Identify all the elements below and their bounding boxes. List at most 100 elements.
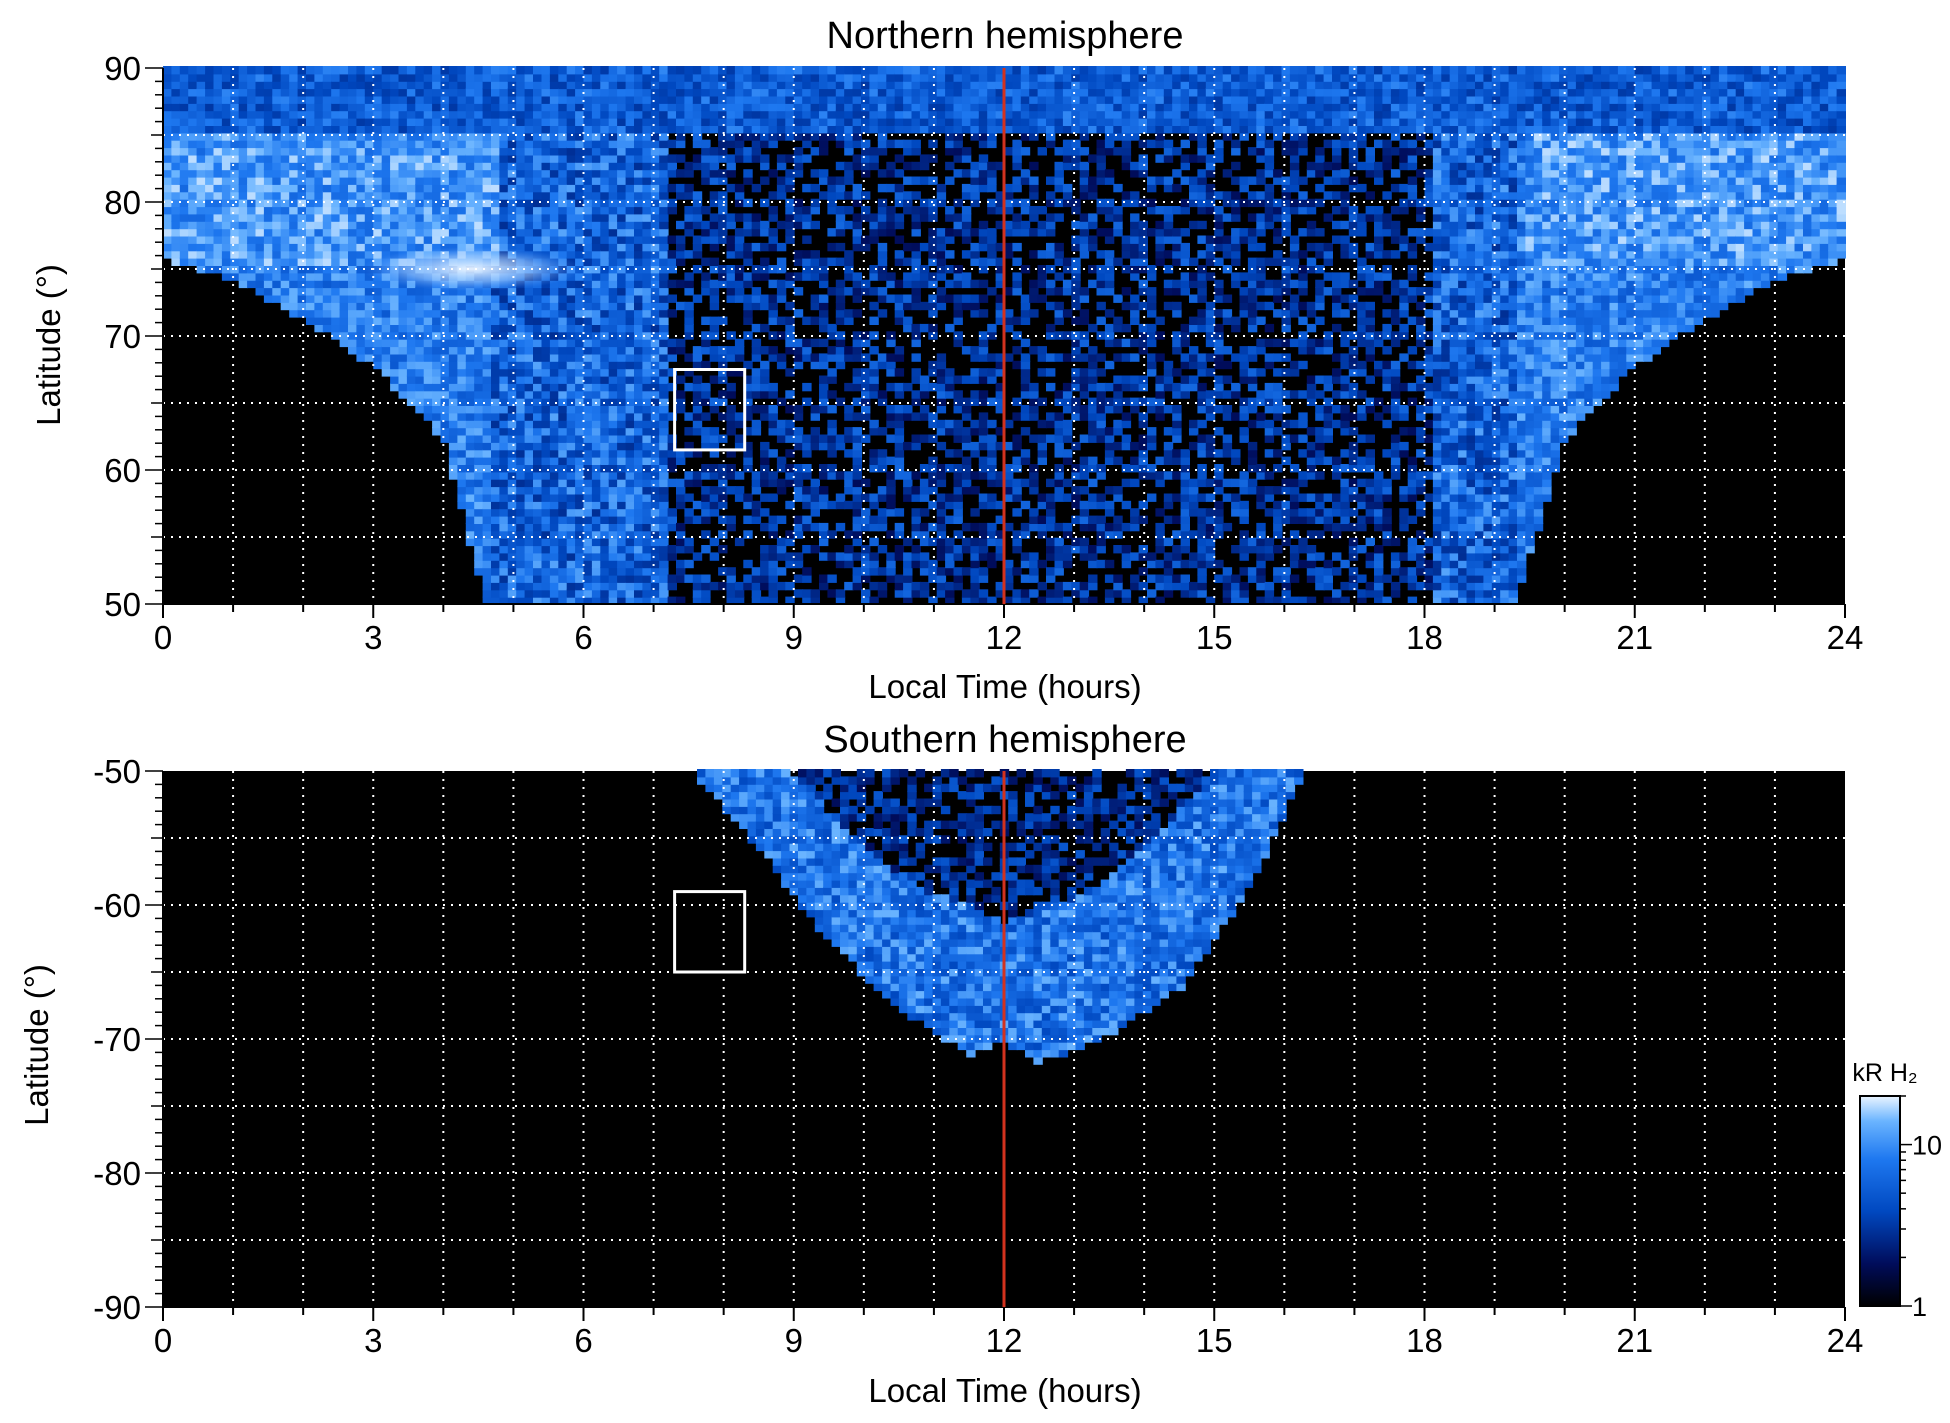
north-emission-cell <box>692 382 703 392</box>
north-emission-cell <box>625 493 635 502</box>
north-emission-cell <box>835 360 846 370</box>
north-emission-cell <box>465 80 476 90</box>
north-emission-cell <box>785 449 795 458</box>
north-emission-cell <box>600 242 610 252</box>
north-emission-cell <box>465 360 476 370</box>
north-emission-cell <box>263 161 274 171</box>
north-emission-cell <box>861 73 871 82</box>
north-emission-cell <box>558 596 568 605</box>
north-emission-cell <box>205 139 215 149</box>
north-emission-cell <box>549 338 560 348</box>
north-emission-cell <box>911 220 921 230</box>
north-emission-cell <box>835 206 846 215</box>
north-emission-cell <box>348 265 358 274</box>
north-emission-cell <box>608 471 619 480</box>
north-emission-cell <box>575 80 585 90</box>
north-emission-cell <box>448 73 459 82</box>
north-emission-cell <box>987 493 997 502</box>
north-emission-cell <box>1020 559 1031 569</box>
north-emission-cell <box>423 235 434 244</box>
north-emission-cell <box>348 73 358 82</box>
north-emission-cell <box>936 110 947 119</box>
north-emission-cell <box>280 206 291 215</box>
north-emission-cell <box>844 73 854 82</box>
north-emission-cell <box>465 66 476 75</box>
north-emission-cell <box>676 95 686 104</box>
north-emission-cell <box>819 176 829 185</box>
north-emission-cell <box>533 500 543 510</box>
north-emission-cell <box>945 427 955 436</box>
north-emission-cell <box>566 102 577 112</box>
north-emission-cell <box>516 382 526 392</box>
north-emission-cell <box>339 117 349 126</box>
north-emission-cell <box>575 287 585 296</box>
north-emission-cell <box>659 242 669 252</box>
north-emission-cell <box>953 139 963 149</box>
north-emission-cell <box>348 338 358 348</box>
north-emission-cell <box>810 88 820 97</box>
north-emission-cell <box>373 139 383 149</box>
north-emission-cell <box>356 73 366 82</box>
north-emission-cell <box>432 390 442 399</box>
north-emission-cell <box>953 530 963 539</box>
north-emission-cell <box>684 80 694 90</box>
north-emission-cell <box>205 206 215 215</box>
north-emission-cell <box>608 390 619 399</box>
north-emission-cell <box>726 110 736 119</box>
north-emission-cell <box>978 66 989 75</box>
north-emission-cell <box>701 154 711 163</box>
north-emission-cell <box>987 102 997 112</box>
north-emission-cell <box>591 493 602 502</box>
north-emission-cell <box>978 427 989 436</box>
north-emission-cell <box>356 309 366 318</box>
north-emission-cell <box>339 161 349 171</box>
north-emission-cell <box>322 95 333 104</box>
north-emission-cell <box>322 213 333 222</box>
north-emission-cell <box>524 486 534 495</box>
north-emission-cell <box>869 220 879 230</box>
north-emission-cell <box>684 427 694 436</box>
north-emission-cell <box>507 574 518 583</box>
north-emission-cell <box>692 419 703 429</box>
north-emission-cell <box>482 235 492 244</box>
north-emission-cell <box>734 287 745 296</box>
north-emission-cell <box>928 95 938 104</box>
north-emission-cell <box>903 574 913 583</box>
north-emission-cell <box>591 66 602 75</box>
north-emission-cell <box>819 309 829 318</box>
north-emission-cell <box>793 574 804 583</box>
north-emission-cell <box>634 346 644 355</box>
north-emission-cell <box>541 95 551 104</box>
north-emission-cell <box>331 191 341 200</box>
north-emission-cell <box>919 405 930 414</box>
north-emission-cell <box>575 508 585 517</box>
north-emission-cell <box>524 198 534 208</box>
north-emission-cell <box>415 353 425 362</box>
north-emission-cell <box>634 73 644 82</box>
north-emission-cell <box>995 589 1005 598</box>
north-emission-cell <box>499 537 509 547</box>
north-emission-cell <box>978 338 989 348</box>
north-emission-cell <box>919 382 930 392</box>
north-emission-cell <box>196 117 206 126</box>
north-emission-cell <box>179 213 190 222</box>
north-emission-cell <box>625 228 635 237</box>
north-emission-cell <box>760 161 770 171</box>
north-emission-cell <box>247 176 257 185</box>
north-emission-cell <box>432 235 442 244</box>
north-emission-cell <box>457 493 467 502</box>
north-emission-cell <box>617 567 627 576</box>
north-emission-cell <box>802 257 812 266</box>
north-emission-cell <box>390 323 400 333</box>
north-emission-cell <box>507 522 518 532</box>
north-emission-cell <box>608 331 619 340</box>
north-emission-cell <box>541 397 551 406</box>
north-emission-cell <box>768 478 778 488</box>
north-emission-cell <box>524 537 534 547</box>
north-emission-cell <box>684 412 694 421</box>
north-emission-cell <box>474 338 484 348</box>
north-emission-cell <box>617 574 627 583</box>
north-emission-cell <box>558 102 568 112</box>
north-emission-cell <box>634 250 644 259</box>
